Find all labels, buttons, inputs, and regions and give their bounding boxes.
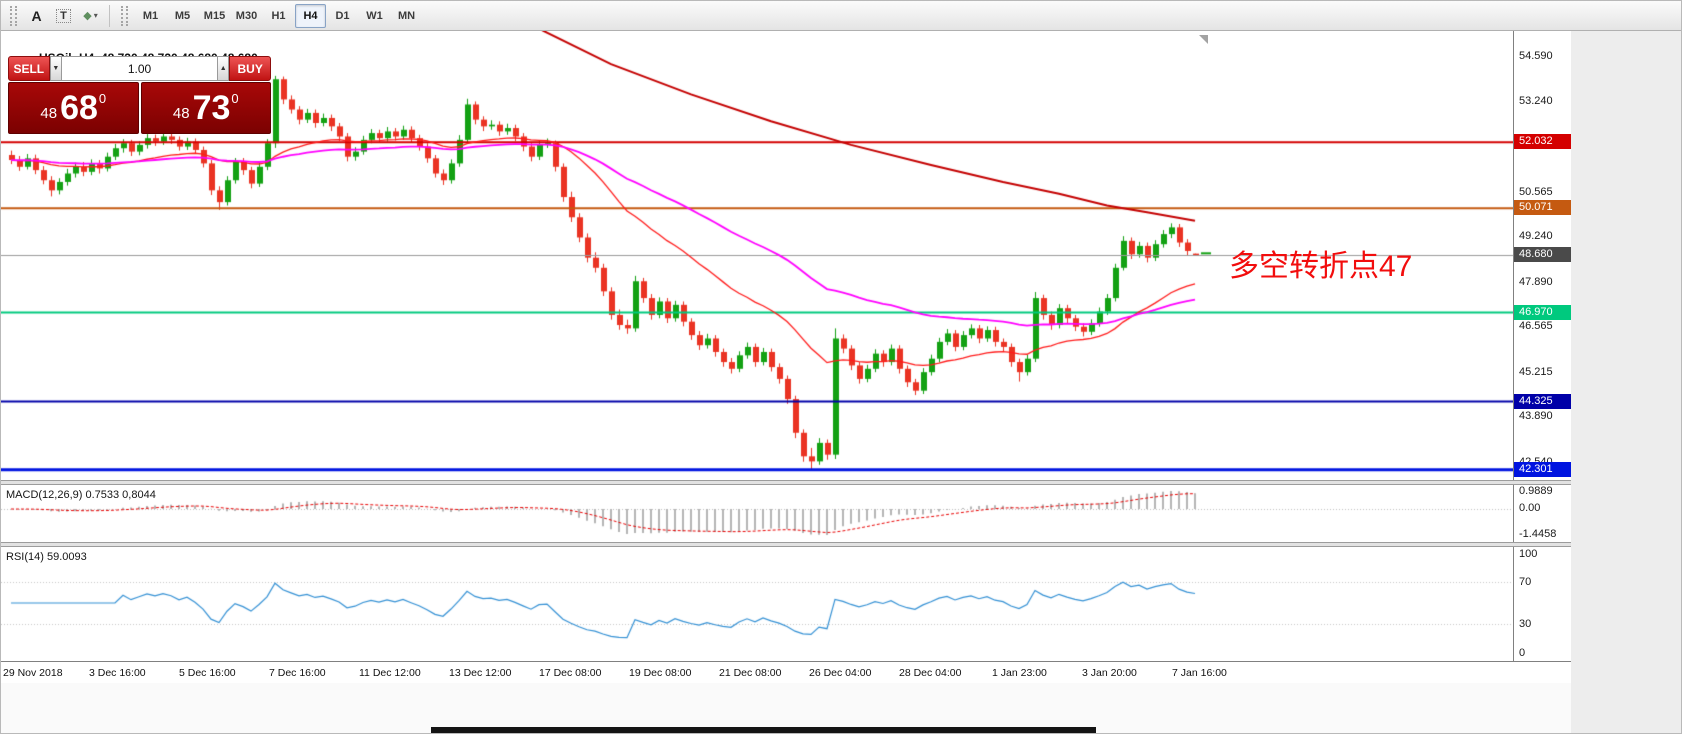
bid-price-big-digits: 68	[60, 89, 98, 127]
timeframe-button-m1[interactable]: M1	[135, 4, 166, 28]
timeframe-button-d1[interactable]: D1	[327, 4, 358, 28]
volume-increase-button[interactable]: ▲	[217, 56, 230, 81]
volume-decrease-button[interactable]: ▼	[49, 56, 62, 81]
shapes-tool-button[interactable]: ◆ ▾	[78, 4, 103, 28]
main-toolbar: A T ◆ ▾ M1 M5 M15 M30 H1 H4 D1 W1 MN	[1, 1, 1681, 31]
price-axis-tagged-label: 52.032	[1514, 134, 1571, 150]
chart-window: ▲USOil-,H4 48.720 48.720 48.680 48.680 S…	[1, 31, 1571, 683]
text-tool-icon: T	[56, 8, 71, 23]
price-axis-label: 46.565	[1519, 320, 1553, 333]
bid-price-display[interactable]: 48 68 0	[8, 82, 139, 134]
timeframe-button-m30[interactable]: M30	[231, 4, 262, 28]
buy-button[interactable]: BUY	[229, 56, 271, 81]
chevron-down-icon: ▼	[52, 65, 60, 72]
right-gutter	[1572, 31, 1681, 733]
price-axis-label: 43.890	[1519, 410, 1553, 423]
time-axis-label: 19 Dec 08:00	[629, 667, 692, 679]
macd-canvas[interactable]	[1, 485, 1513, 542]
bottom-strip	[1, 683, 1571, 733]
label-tool-button[interactable]: A	[24, 4, 49, 28]
chart-shift-marker-icon	[1199, 35, 1208, 44]
chevron-down-icon: ▾	[93, 11, 98, 20]
panel-separator[interactable]	[1, 480, 1571, 485]
timeframe-toolbar-grip[interactable]	[121, 5, 128, 26]
trade-quotes-row: 48 68 0 48 73 0	[8, 82, 271, 134]
price-axis-label: 54.590	[1519, 50, 1553, 62]
chart-annotation-text: 多空转折点47	[1229, 250, 1413, 283]
toolbar-grip[interactable]	[10, 5, 17, 26]
price-axis-tagged-label: 46.970	[1514, 304, 1571, 320]
timeframe-button-m5[interactable]: M5	[167, 4, 198, 28]
time-axis[interactable]: 29 Nov 2018 3 Dec 16:00 5 Dec 16:00 7 Dec 1…	[1, 661, 1571, 683]
price-axis-label: 0.9889	[1519, 485, 1553, 497]
timeframe-button-w1[interactable]: W1	[359, 4, 390, 28]
timeframe-button-m15[interactable]: M15	[199, 4, 230, 28]
timeframe-button-h4[interactable]: H4	[295, 3, 326, 28]
time-axis-label: 13 Dec 12:00	[449, 667, 512, 679]
price-axis-label: 100	[1519, 548, 1538, 560]
ask-price-pip-digit: 0	[231, 91, 239, 106]
rsi-canvas[interactable]	[1, 547, 1513, 660]
price-axis[interactable]: 54.590 53.240 50.565 49.240 47.890 46.565 45.2…	[1513, 31, 1571, 683]
volume-input[interactable]	[62, 56, 217, 81]
price-axis-label: 45.215	[1519, 365, 1553, 378]
trade-controls-row: SELL ▼ ▲ BUY	[8, 56, 271, 81]
text-tool-button[interactable]: T	[51, 4, 76, 28]
macd-header: MACD(12,26,9) 0.7533 0,8044	[6, 489, 156, 501]
ask-price-prefix: 48	[172, 104, 190, 122]
ask-price-big-digits: 73	[192, 89, 231, 127]
sell-button[interactable]: SELL	[8, 56, 50, 81]
timeframe-group: M1 M5 M15 M30 H1 H4 D1 W1 MN	[135, 3, 422, 28]
time-axis-label: 26 Dec 04:00	[809, 667, 872, 679]
timeframe-button-h1[interactable]: H1	[263, 4, 294, 28]
bid-price-prefix: 48	[40, 104, 58, 122]
price-axis-label: -1.4458	[1519, 528, 1557, 540]
price-axis-label: 49.240	[1519, 230, 1553, 243]
price-axis-label: 0.00	[1519, 502, 1541, 514]
price-axis-label: 47.890	[1519, 275, 1553, 288]
price-axis-label: 30	[1519, 618, 1532, 631]
time-axis-label: 28 Dec 04:00	[899, 667, 962, 679]
bid-price-pip-digit: 0	[98, 91, 107, 106]
price-axis-tagged-label: 50.071	[1514, 200, 1571, 216]
panel-separator[interactable]	[1, 542, 1571, 547]
price-axis-label: 70	[1519, 575, 1532, 588]
label-tool-icon: A	[31, 7, 42, 24]
time-axis-label: 1 Jan 23:00	[992, 667, 1047, 679]
time-axis-label: 17 Dec 08:00	[539, 667, 602, 679]
price-axis-tagged-label: 44.325	[1514, 393, 1571, 409]
price-axis-label: 50.565	[1519, 185, 1553, 198]
ask-price-display[interactable]: 48 73 0	[140, 82, 271, 134]
bottom-black-bar	[431, 727, 1096, 733]
time-axis-label: 7 Jan 16:00	[1172, 667, 1227, 679]
shapes-icon: ◆	[83, 10, 92, 22]
price-axis-label: 53.240	[1519, 95, 1553, 108]
price-axis-label: 0	[1519, 647, 1526, 659]
chevron-up-icon: ▲	[219, 65, 227, 72]
toolbar-separator	[109, 4, 110, 27]
time-axis-label: 29 Nov 2018	[3, 667, 63, 679]
timeframe-button-mn[interactable]: MN	[391, 4, 422, 28]
time-axis-label: 3 Jan 20:00	[1082, 667, 1137, 679]
time-axis-label: 11 Dec 12:00	[359, 667, 421, 679]
one-click-trade-panel: SELL ▼ ▲ BUY 48 68 0 48 73 0	[8, 56, 271, 134]
time-axis-label: 5 Dec 16:00	[179, 667, 236, 679]
price-axis-tagged-label: 42.301	[1514, 461, 1571, 477]
time-axis-label: 3 Dec 16:00	[89, 667, 146, 679]
rsi-header: RSI(14) 59.0093	[6, 551, 87, 563]
price-axis-tagged-label: 48.680	[1514, 246, 1571, 262]
time-axis-label: 7 Dec 16:00	[269, 667, 326, 679]
time-axis-label: 21 Dec 08:00	[719, 667, 782, 679]
